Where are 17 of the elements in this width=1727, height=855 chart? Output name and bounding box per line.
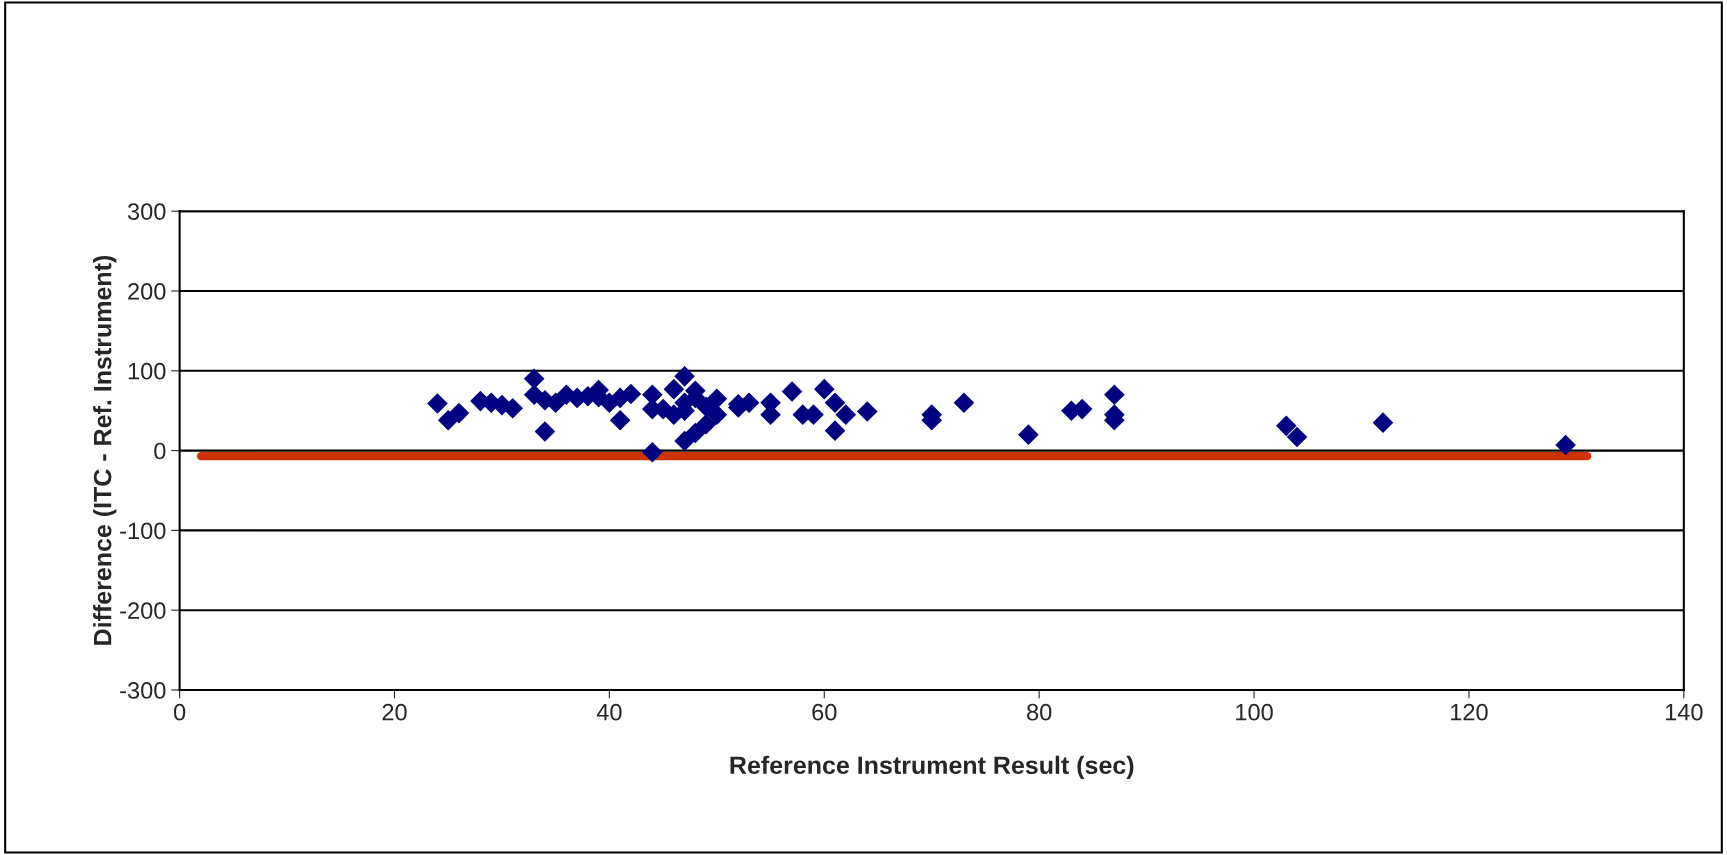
x-tick-label: 100 (1236, 703, 1273, 721)
x-tick-label: 140 (1665, 703, 1703, 721)
x-axis-title: Reference Instrument Result (sec) (730, 755, 1134, 780)
y-tick-label: 200 (128, 283, 166, 300)
y-tick-label: -100 (120, 522, 166, 540)
y-axis-title: Difference (ITC - Ref. Instrument) (93, 255, 117, 645)
y-tick-label: 0 (154, 442, 166, 460)
y-tick-label: -300 (120, 682, 166, 699)
y-tick-label: 100 (128, 362, 166, 380)
x-tick-label: 120 (1451, 703, 1488, 721)
x-tick-label: 20 (382, 703, 407, 721)
x-tick-label: 40 (596, 703, 622, 721)
y-tick-label: 300 (127, 203, 166, 220)
x-tick-label: 60 (812, 703, 837, 721)
x-tick-label: 80 (1027, 703, 1052, 721)
y-tick-label: -200 (120, 602, 166, 619)
x-tick-label: 0 (173, 703, 186, 721)
